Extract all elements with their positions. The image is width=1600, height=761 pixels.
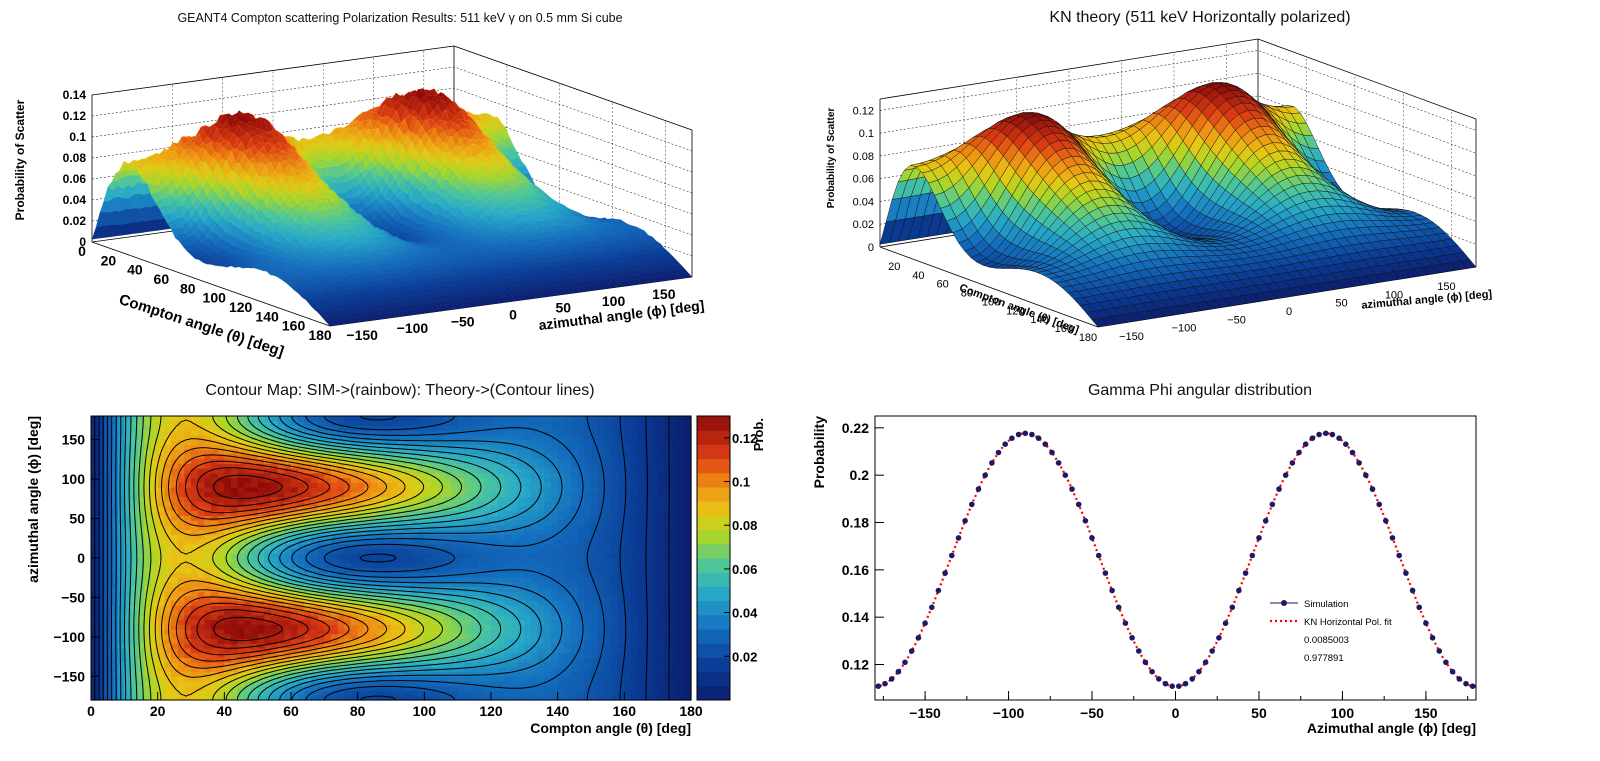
surface-1-mesh	[879, 82, 1477, 328]
surface-0-cell	[325, 320, 336, 327]
kn-surface-svg: 00.020.040.060.080.10.122040608010012014…	[826, 38, 1493, 344]
surface-0-z-tick-label: 0.04	[63, 193, 87, 207]
surface-0-x-tick-label: 120	[229, 299, 253, 315]
surface-0-y-tick-label: 100	[602, 293, 626, 309]
surface-0-theta-axis	[91, 241, 331, 327]
surface-0-y-tick-label: 150	[652, 286, 676, 302]
surface-0-x-tick-label: 0	[78, 243, 86, 259]
surface-1-top-back-edge	[879, 38, 1259, 100]
sim-surface-svg: 0 0.02 0.04 0.06 0.08 0.1 0.12 0.14 0 20 40 60 80 100…	[13, 45, 705, 360]
surface-0-z-tick-label: 0.06	[63, 172, 87, 186]
surface-0-top-right-edge	[453, 45, 693, 131]
surface-0-z-tick-label: 0.02	[63, 214, 87, 228]
surface-0-x-tick-label: 60	[154, 271, 170, 287]
surface-0-y-tick-label: −100	[397, 320, 429, 336]
surface-0-y-tick-label: 0	[509, 307, 517, 323]
surface-1-zgrid	[879, 95, 1477, 177]
surface-0-y-tick-label: −50	[451, 313, 475, 329]
kn-surface-panel: KN theory (511 keV Horizontally polarize…	[800, 0, 1600, 370]
surface-0-z-tick-label: 0.12	[63, 109, 87, 123]
surface-0-x-tick-label: 140	[255, 308, 279, 324]
sim-surface-panel: GEANT4 Compton scattering Polarization R…	[0, 0, 800, 370]
surface-0-mesh	[91, 88, 693, 327]
surface-0-z-title: Probability of Scatter	[13, 99, 27, 220]
kn-surface-title: KN theory (511 keV Horizontally polarize…	[1049, 9, 1351, 26]
surface-0-z-tick-label: 0.1	[69, 130, 86, 144]
surface-0-x-tick-label: 160	[282, 318, 306, 334]
sim-surface-title: GEANT4 Compton scattering Polarization R…	[177, 11, 623, 25]
surface-0-x-tick-label: 100	[203, 290, 227, 306]
surface-1-top-right-edge	[1257, 38, 1477, 120]
surface-0-x-tick-label: 180	[308, 327, 332, 343]
surface-1-theta-axis	[879, 246, 1099, 328]
surface-0-y-tick-label: −150	[346, 327, 378, 343]
surface-0-z-tick-label: 0.14	[63, 88, 87, 102]
surface-0-z-tick-label: 0	[79, 235, 86, 249]
surface-0-z-tick-label: 0.08	[63, 151, 87, 165]
surface-0-zgrid	[91, 45, 693, 131]
surface-0-x-tick-label: 20	[101, 252, 117, 268]
surface-0-x-tick-label: 40	[127, 262, 143, 278]
surface-0-y-tick-label: 50	[555, 300, 571, 316]
surface-0-x-tick-label: 80	[180, 280, 196, 296]
